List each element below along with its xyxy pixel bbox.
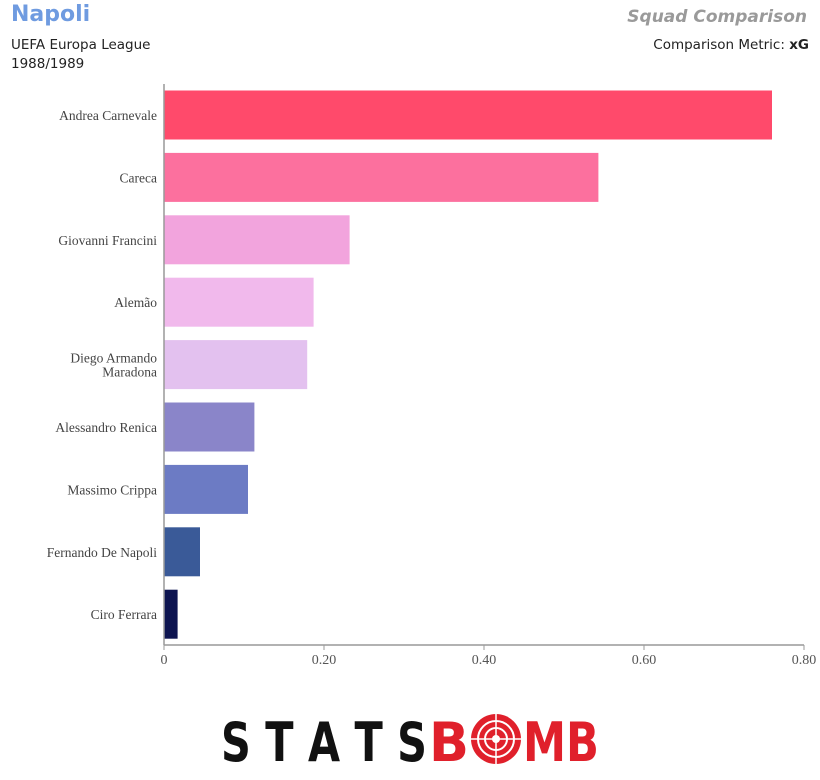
category-label-line: Alessandro Renica: [55, 420, 157, 435]
category-label-9: Ciro Ferrara: [91, 607, 157, 622]
bar-6: [164, 402, 255, 452]
bar-1: [164, 90, 772, 140]
category-label-2: Careca: [120, 170, 157, 185]
category-label-5: Diego Armando Maradona: [70, 351, 157, 380]
bar-5: [164, 340, 308, 390]
bar-7: [164, 464, 248, 514]
category-label-line: Alemão: [114, 295, 157, 310]
logo-text-mb: MB: [523, 711, 599, 767]
x-tick-label-2: 0.40: [472, 653, 497, 668]
target-o-icon: [471, 714, 521, 764]
category-label-4: Alemão: [114, 295, 157, 310]
category-label-1: Andrea Carnevale: [59, 108, 157, 123]
category-label-line: Fernando De Napoli: [47, 545, 157, 560]
x-tick-label-0: 0: [161, 653, 168, 668]
bar-8: [164, 527, 200, 577]
bar-4: [164, 277, 314, 327]
category-label-line: Diego Armando: [70, 351, 157, 366]
category-label-3: Giovanni Francini: [58, 233, 157, 248]
category-label-line: Ciro Ferrara: [91, 607, 157, 622]
category-label-7: Massimo Crippa: [67, 482, 157, 497]
bar-chart: 0 0.20 0.40 0.60 0.80 Andrea Carnevale Careca G…: [47, 84, 817, 668]
metric-value: xG: [789, 37, 809, 53]
bar-2: [164, 152, 599, 202]
chart-title: Squad Comparison: [627, 7, 807, 27]
category-label-line: Giovanni Francini: [58, 233, 157, 248]
category-label-line: Maradona: [102, 365, 157, 380]
x-tick-label-3: 0.60: [632, 653, 657, 668]
category-label-8: Fernando De Napoli: [47, 545, 157, 560]
logo-text-stats: S T A T S: [221, 711, 427, 767]
x-tick-label-1: 0.20: [312, 653, 337, 668]
competition-name: UEFA Europa League: [11, 37, 151, 53]
x-tick-label-4: 0.80: [792, 653, 817, 668]
category-label-line: Massimo Crippa: [67, 482, 157, 497]
statsbomb-logo: S T A T S B MB: [221, 711, 599, 767]
bar-3: [164, 215, 350, 265]
team-name: Napoli: [11, 2, 91, 27]
category-label-line: Careca: [120, 170, 157, 185]
category-label-6: Alessandro Renica: [55, 420, 157, 435]
metric-label: Comparison Metric:: [653, 37, 790, 53]
category-label-line: Andrea Carnevale: [59, 108, 157, 123]
comparison-metric: Comparison Metric: xG: [653, 37, 809, 53]
logo-text-b: B: [429, 711, 469, 767]
bar-9: [164, 589, 178, 639]
season-label: 1988/1989: [11, 56, 85, 72]
